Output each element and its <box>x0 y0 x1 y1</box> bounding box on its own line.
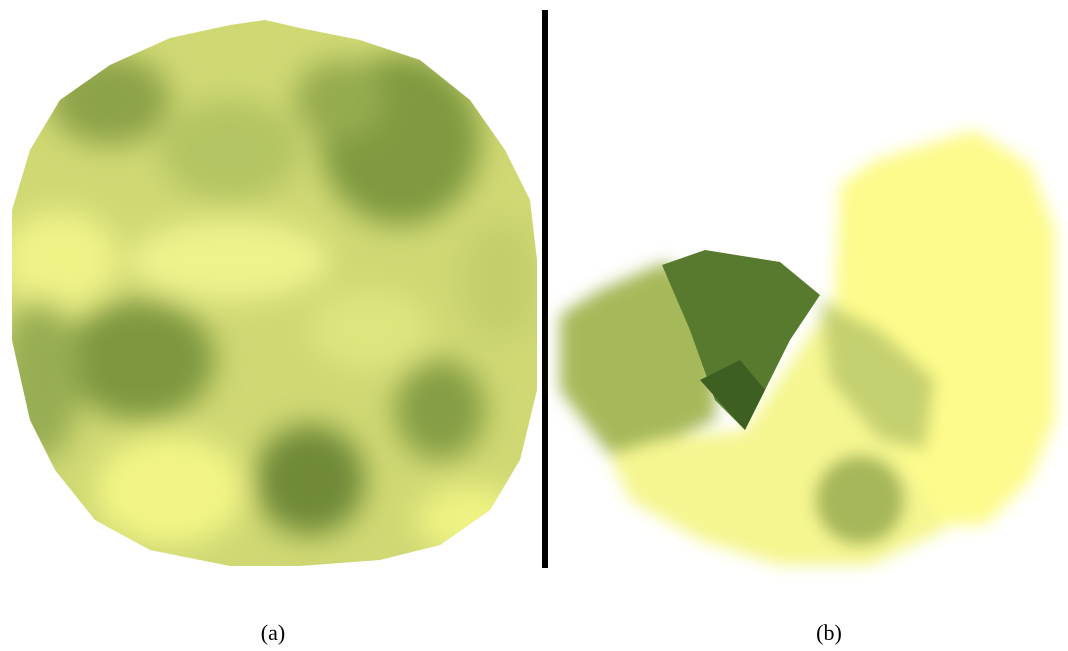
panel-a-image <box>12 20 537 566</box>
panel-b-image <box>560 130 1055 565</box>
divider <box>542 10 548 568</box>
caption: (b) <box>816 620 842 645</box>
caption: (a) <box>261 620 285 645</box>
